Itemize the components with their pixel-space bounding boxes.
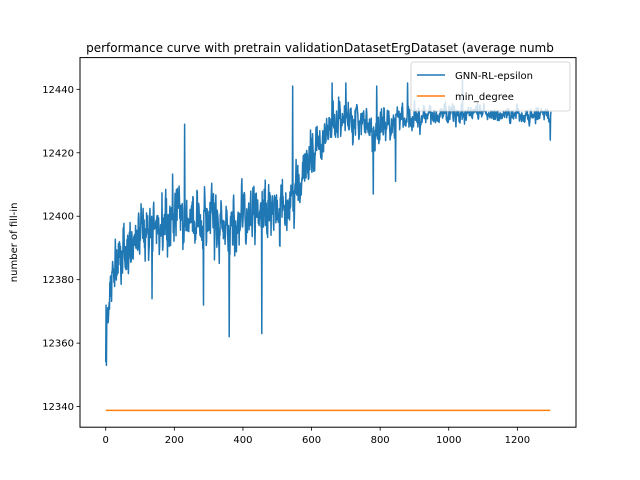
- legend-entry: GNN-RL-epsilon: [455, 71, 533, 82]
- x-tick-label: 400: [233, 435, 252, 446]
- y-tick-label: 12400: [42, 212, 74, 223]
- y-tick-label: 12360: [42, 339, 74, 350]
- plot-area: [79, 57, 577, 428]
- legend-entry: min_degree: [455, 92, 514, 103]
- x-tick-label: 1000: [436, 435, 461, 446]
- y-tick-label: 12380: [42, 275, 74, 286]
- y-tick-label: 12440: [42, 85, 74, 96]
- y-tick-label: 12420: [42, 148, 74, 159]
- y-tick-label: 12340: [42, 402, 74, 413]
- y-axis-ticks: 12340 12360 12380 12400 12420 12440: [42, 85, 80, 413]
- y-axis-label: number of fill-in: [9, 203, 20, 283]
- x-tick-label: 200: [165, 435, 184, 446]
- legend-box: [410, 61, 571, 112]
- x-axis-ticks: 0 200 400 600 800 1000 1200: [103, 427, 530, 446]
- x-tick-label: 1200: [505, 435, 530, 446]
- series-line-gnn-rl-epsilon: [104, 79, 552, 367]
- chart-title: performance curve with pretrain validati…: [86, 41, 554, 55]
- plot-frame: [79, 57, 577, 428]
- x-tick-label: 600: [302, 435, 321, 446]
- x-tick-label: 0: [103, 435, 109, 446]
- legend: GNN-RL-epsilon min_degree: [410, 61, 571, 112]
- series-layer: [104, 79, 552, 412]
- x-tick-label: 800: [371, 435, 390, 446]
